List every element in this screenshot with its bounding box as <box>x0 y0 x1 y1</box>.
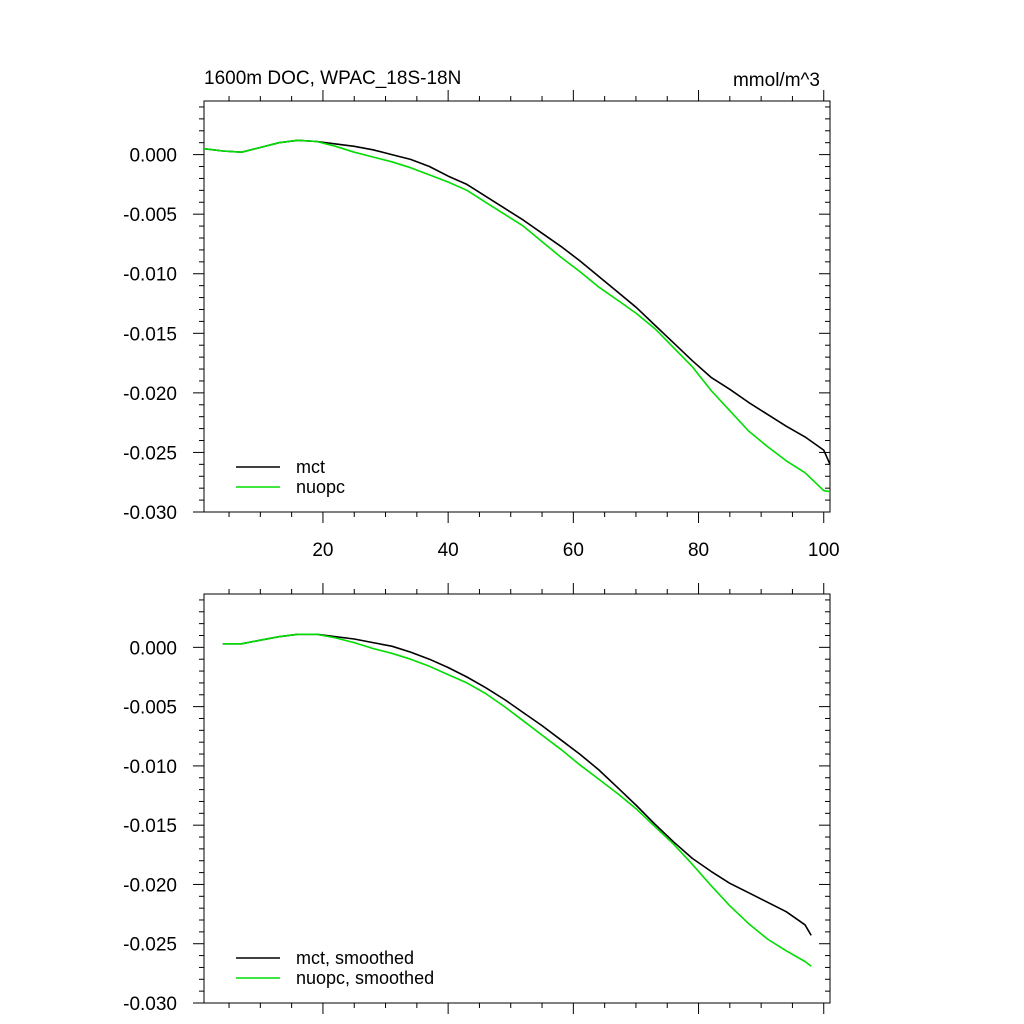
series-line-mct-smoothed <box>222 633 812 936</box>
x-tick-label: 20 <box>312 540 333 561</box>
x-tick-label: 60 <box>563 540 584 561</box>
plot-frame <box>203 100 831 513</box>
y-tick-label: -0.030 <box>123 994 177 1015</box>
series-line-nuopc <box>203 139 831 493</box>
y-tick-label: -0.015 <box>123 324 177 345</box>
figure-title: 1600m DOC, WPAC_18S-18N <box>204 68 461 89</box>
y-tick-label: -0.005 <box>123 205 177 226</box>
y-tick-label: 0.000 <box>129 146 177 167</box>
y-tick-label: -0.030 <box>123 503 177 524</box>
y-tick-label: 0.000 <box>129 638 177 659</box>
y-tick-label: -0.025 <box>123 935 177 956</box>
y-tick-label: -0.015 <box>123 816 177 837</box>
y-tick-label: -0.010 <box>123 265 177 286</box>
bottom-panel: 0.000 -0.005 -0.010 -0.015 -0.020 -0.025 -0.03… <box>123 583 831 1015</box>
y-tick-label: -0.010 <box>123 757 177 778</box>
legend-label: mct, smoothed <box>296 948 414 968</box>
y-tick-label: -0.020 <box>123 875 177 896</box>
x-tick-label: 80 <box>688 540 709 561</box>
plot-frame <box>203 593 831 1004</box>
y-tick-label: -0.020 <box>123 384 177 405</box>
x-tick-label: 100 <box>808 540 840 561</box>
series-line-nuopc-smoothed <box>222 633 812 967</box>
legend-label: nuopc, smoothed <box>296 968 434 988</box>
legend-label: nuopc <box>296 477 345 497</box>
series-line-mct <box>203 139 831 465</box>
legend-label: mct <box>296 457 325 477</box>
x-tick-label: 40 <box>438 540 459 561</box>
y-tick-label: -0.025 <box>123 443 177 464</box>
figure-units: mmol/m^3 <box>733 70 820 91</box>
y-tick-label: -0.005 <box>123 698 177 719</box>
top-panel: 20 40 60 80 100 0.000 -0.005 -0.010 -0.015 -0.020… <box>123 90 840 561</box>
